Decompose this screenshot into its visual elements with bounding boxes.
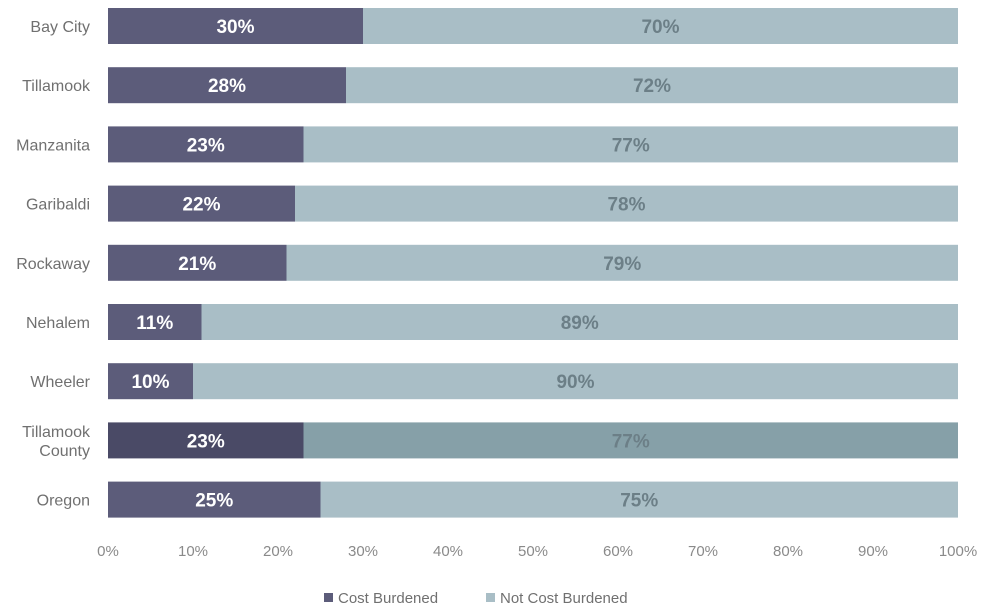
x-tick-label-90: 90% [858, 543, 888, 560]
bar-not-cost-burdened-oregon [320, 481, 958, 518]
bar-label-cost-burdened-manzanita: 23% [187, 135, 225, 156]
bar-label-not-cost-burdened-oregon: 75% [620, 491, 658, 512]
category-label-tillamook-county: Tillamook County [22, 424, 91, 460]
bar-label-not-cost-burdened-bay-city: 70% [641, 17, 679, 38]
bar-cost-burdened-oregon [108, 481, 321, 518]
bar-not-cost-burdened-rockaway [286, 244, 958, 281]
bar-cost-burdened-tillamook [108, 67, 346, 104]
category-label-line: Garibaldi [26, 197, 90, 214]
x-tick-label-100: 100% [939, 543, 977, 560]
category-label-line: Wheeler [30, 374, 90, 391]
x-tick-label-20: 20% [263, 543, 293, 560]
bar-cost-burdened-rockaway [108, 244, 287, 281]
category-label-wheeler: Wheeler [30, 374, 90, 391]
x-tick-label-30: 30% [348, 543, 378, 560]
bar-label-cost-burdened-oregon: 25% [195, 491, 233, 512]
legend-swatch-cost-burdened [324, 593, 333, 602]
bar-not-cost-burdened-nehalem [201, 304, 958, 340]
legend-label-not-cost-burdened: Not Cost Burdened [500, 590, 628, 607]
category-label-bay-city: Bay City [30, 19, 90, 36]
bar-label-not-cost-burdened-wheeler: 90% [556, 372, 594, 393]
bar-not-cost-burdened-garibaldi [295, 185, 958, 222]
bar-cost-burdened-bay-city [108, 8, 363, 44]
bar-label-cost-burdened-tillamook-county: 23% [187, 431, 225, 452]
bar-labels-layer: 30% 70% 28% 72% 23% 77% 22% 78% 21% 79% 11% 89% 10% 9… [131, 17, 679, 512]
bar-cost-burdened-tillamook-county [108, 422, 304, 459]
x-tick-label-10: 10% [178, 543, 208, 560]
bar-label-not-cost-burdened-manzanita: 77% [612, 135, 650, 156]
bar-label-not-cost-burdened-tillamook-county: 77% [612, 431, 650, 452]
bar-label-not-cost-burdened-nehalem: 89% [561, 313, 599, 334]
category-labels-layer: Bay City Tillamook Manzanita Garibaldi Rocka… [16, 19, 91, 510]
bar-label-cost-burdened-nehalem: 11% [136, 313, 173, 334]
category-label-oregon: Oregon [37, 493, 90, 510]
bar-cost-burdened-manzanita [108, 126, 304, 163]
bar-not-cost-burdened-manzanita [303, 126, 958, 163]
bar-label-cost-burdened-tillamook: 28% [208, 76, 246, 97]
x-axis: 0% 10% 20% 30% 40% 50% 60% 70% 80% 90% 100% [97, 543, 977, 560]
category-label-line: Nehalem [26, 315, 90, 332]
legend: Cost Burdened Not Cost Burdened [324, 590, 628, 607]
x-tick-label-70: 70% [688, 543, 718, 560]
bar-label-cost-burdened-wheeler: 10% [131, 372, 169, 393]
bar-not-cost-burdened-tillamook-county [303, 422, 958, 459]
bar-cost-burdened-wheeler [108, 363, 193, 400]
bar-cost-burdened-garibaldi [108, 185, 295, 222]
bar-label-not-cost-burdened-garibaldi: 78% [607, 195, 645, 216]
bars-layer [108, 8, 958, 518]
bar-label-not-cost-burdened-rockaway: 79% [603, 254, 641, 275]
bar-label-cost-burdened-garibaldi: 22% [182, 195, 220, 216]
x-tick-label-80: 80% [773, 543, 803, 560]
bar-not-cost-burdened-wheeler [193, 363, 958, 400]
bar-not-cost-burdened-tillamook [346, 67, 958, 104]
category-label-nehalem: Nehalem [26, 315, 90, 332]
bar-cost-burdened-nehalem [108, 304, 202, 340]
category-label-manzanita: Manzanita [16, 137, 90, 154]
category-label-line: Tillamook [22, 78, 91, 95]
category-label-line: Oregon [37, 493, 90, 510]
category-label-line: Rockaway [16, 256, 90, 273]
x-tick-label-0: 0% [97, 543, 119, 560]
category-label-line: County [39, 443, 90, 460]
category-label-garibaldi: Garibaldi [26, 197, 90, 214]
x-tick-label-60: 60% [603, 543, 633, 560]
bar-label-cost-burdened-bay-city: 30% [216, 17, 254, 38]
legend-label-cost-burdened: Cost Burdened [338, 590, 438, 607]
bar-label-not-cost-burdened-tillamook: 72% [633, 76, 671, 97]
x-tick-label-50: 50% [518, 543, 548, 560]
bar-label-cost-burdened-rockaway: 21% [178, 254, 216, 275]
legend-swatch-not-cost-burdened [486, 593, 495, 602]
category-label-tillamook: Tillamook [22, 78, 91, 95]
category-label-line: Bay City [30, 19, 90, 36]
x-tick-label-40: 40% [433, 543, 463, 560]
bar-not-cost-burdened-bay-city [363, 8, 958, 44]
category-label-rockaway: Rockaway [16, 256, 90, 273]
category-label-line: Manzanita [16, 137, 90, 154]
category-label-line: Tillamook [22, 424, 91, 441]
